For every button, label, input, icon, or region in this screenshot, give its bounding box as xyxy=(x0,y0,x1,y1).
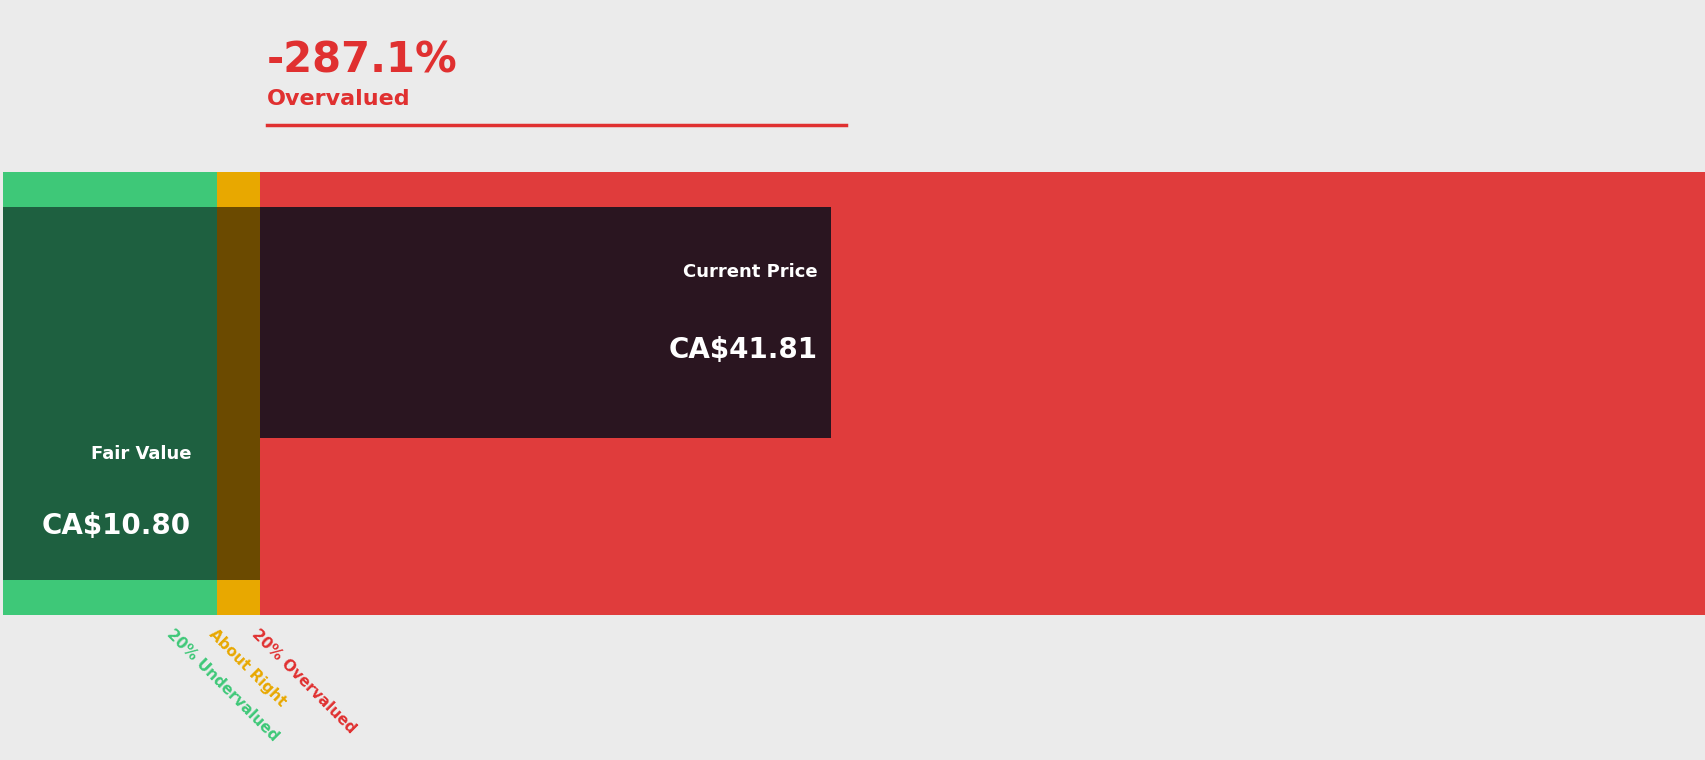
Text: Current Price: Current Price xyxy=(682,263,817,281)
Bar xyxy=(3,386,217,580)
Bar xyxy=(3,207,217,580)
Bar xyxy=(217,207,259,580)
Bar xyxy=(217,580,259,616)
Bar xyxy=(217,172,259,207)
Text: About Right: About Right xyxy=(206,626,290,709)
Bar xyxy=(3,172,1705,616)
Bar xyxy=(259,207,830,439)
Text: CA$10.80: CA$10.80 xyxy=(43,511,191,540)
Text: CA$41.81: CA$41.81 xyxy=(668,337,817,365)
Text: 20% Overvalued: 20% Overvalued xyxy=(249,626,358,736)
Bar xyxy=(3,172,259,207)
Text: Overvalued: Overvalued xyxy=(266,90,411,109)
Text: 20% Undervalued: 20% Undervalued xyxy=(164,626,281,744)
Bar xyxy=(3,580,259,616)
Text: Fair Value: Fair Value xyxy=(90,445,191,463)
Text: -287.1%: -287.1% xyxy=(266,40,457,81)
